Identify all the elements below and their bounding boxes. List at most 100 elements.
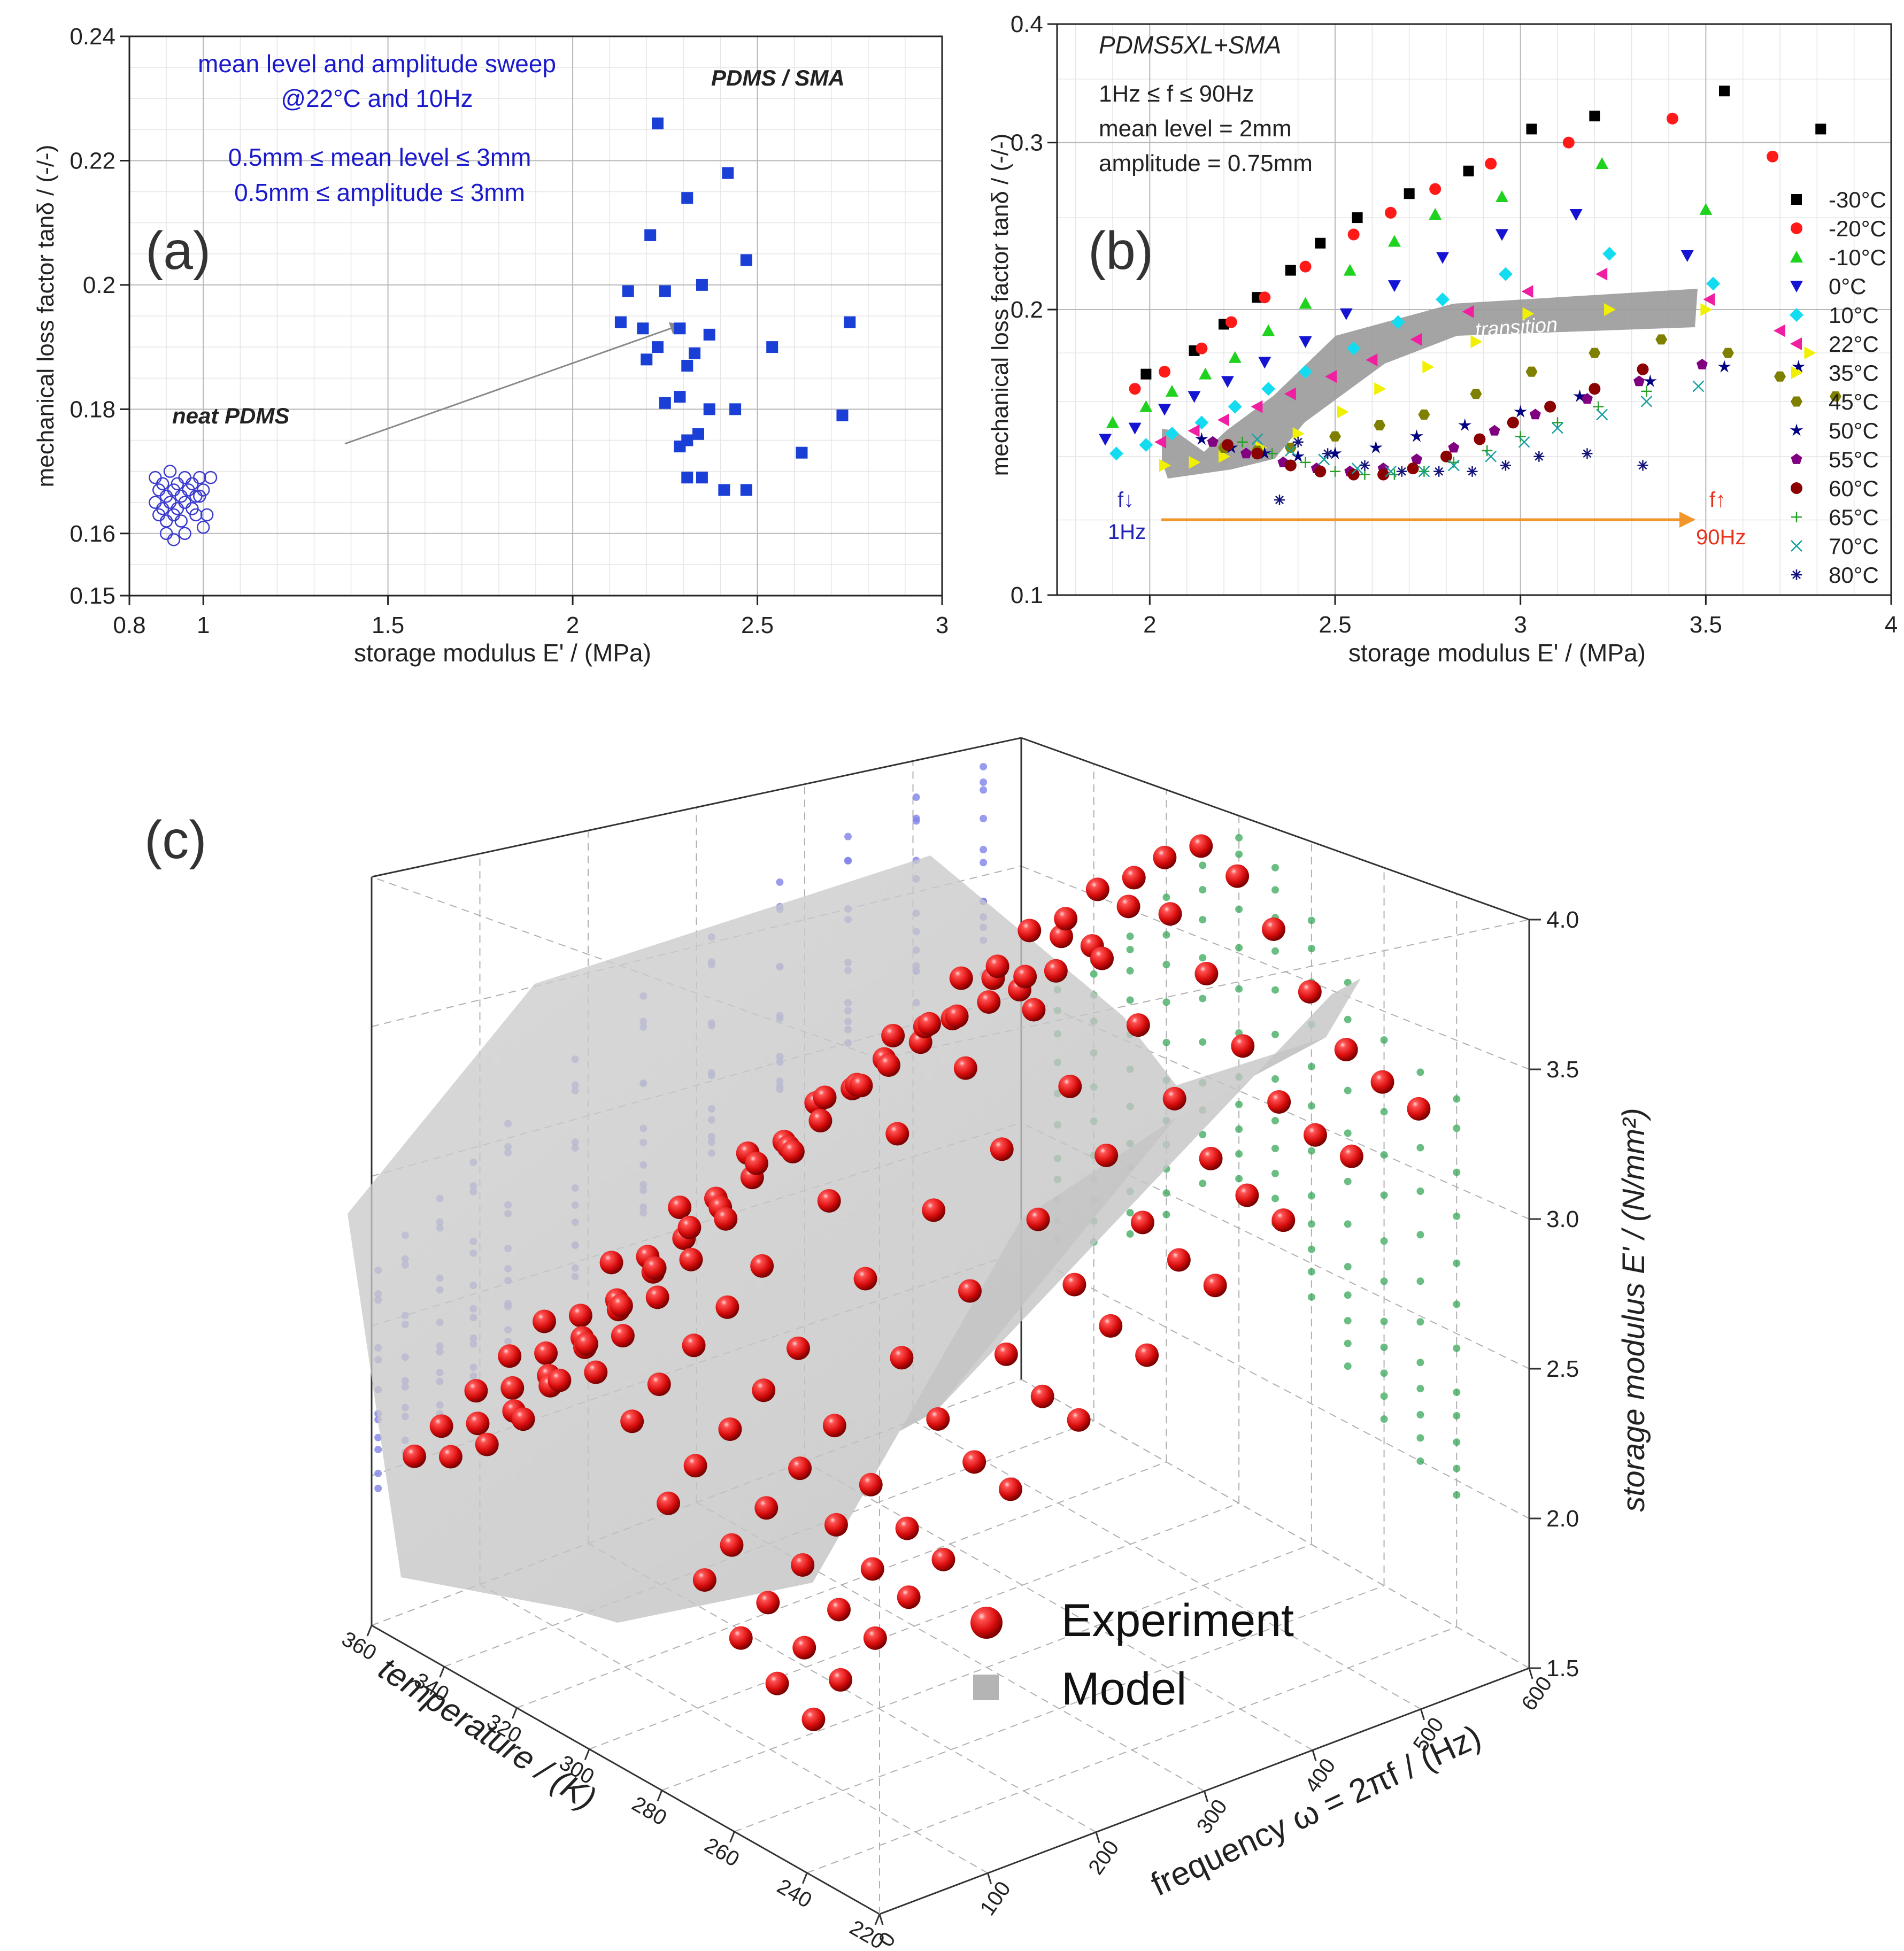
pdms-sma-point xyxy=(674,391,686,403)
panel-b-point xyxy=(1369,441,1383,453)
left-wall-projection-point xyxy=(1307,1293,1315,1301)
experiment-sphere xyxy=(998,1477,1022,1501)
experiment-sphere xyxy=(1194,962,1219,986)
panel-b-point xyxy=(1489,425,1500,436)
panel-b-point xyxy=(1347,228,1360,241)
panel-b-point xyxy=(1221,376,1234,388)
marker-stroke xyxy=(1275,495,1284,504)
panel-b-point xyxy=(1422,360,1435,374)
panel-b-point xyxy=(1291,449,1305,462)
panel-b-y-tick-labels: 0.1 0.2 0.3 0.4 xyxy=(1011,11,1043,608)
marker-stroke xyxy=(1397,467,1406,476)
experiment-sphere xyxy=(1130,1210,1154,1235)
marker-stroke xyxy=(1792,570,1801,579)
legend-symbol xyxy=(1791,194,1802,205)
panel-b-point xyxy=(1251,433,1263,445)
experiment-sphere xyxy=(657,1491,681,1515)
panel-b-transition-band xyxy=(1162,289,1698,479)
temperature-axis xyxy=(371,1624,880,1915)
x-tick-label: 0.8 xyxy=(113,612,145,638)
left-wall-projection-point xyxy=(1162,931,1170,939)
left-wall-projection-point xyxy=(1199,994,1207,1003)
panel-c-legend: Experiment Model xyxy=(970,1595,1294,1715)
modulus-tick-label: 3.0 xyxy=(1546,1206,1579,1232)
panel-b-point xyxy=(1815,124,1826,135)
left-wall-projection-point xyxy=(1307,1220,1315,1228)
y-tick-label: 0.4 xyxy=(1011,11,1043,37)
experiment-sphere xyxy=(1158,902,1182,926)
box-edge xyxy=(371,737,1022,878)
left-wall-projection-point xyxy=(1271,1117,1279,1124)
y-tick-label: 0.22 xyxy=(70,148,115,174)
panel-b-point xyxy=(1330,466,1340,477)
pdms-sma-point xyxy=(652,117,664,129)
panel-b-point xyxy=(1195,432,1208,445)
experiment-sphere xyxy=(744,1151,768,1175)
neat-pdms-point xyxy=(149,471,162,484)
left-wall-projection-point xyxy=(1271,1169,1279,1177)
experiment-sphere xyxy=(827,1598,851,1622)
panel-b-point xyxy=(1436,292,1450,306)
panel-b-point xyxy=(1139,400,1153,412)
panel-a-ticks xyxy=(120,35,943,605)
modulus-tick-label: 4.0 xyxy=(1546,907,1579,933)
panel-b-annotation-line-3: mean level = 2mm xyxy=(1099,115,1292,142)
panel-b-point xyxy=(1159,459,1171,472)
temperature-tick xyxy=(729,1831,735,1843)
y-tick-label: 0.2 xyxy=(1011,297,1043,323)
panel-b-point xyxy=(1703,292,1715,306)
pdms-sma-point xyxy=(796,446,808,459)
panel-b-point xyxy=(1299,336,1312,349)
panel-a: 0.8 1 1.5 2 2.5 3 0.15 0.16 0.18 0.2 0.22 0.24 sto… xyxy=(33,24,949,667)
left-wall-projection-point xyxy=(1380,1237,1388,1245)
panel-b-label: (b) xyxy=(1088,221,1153,281)
panel-b-point xyxy=(1722,348,1734,358)
panel-b-point xyxy=(1396,466,1407,477)
temperature-tick-label: 240 xyxy=(773,1875,816,1913)
left-wall-projection-point xyxy=(1416,1144,1424,1152)
panel-b-point xyxy=(1140,368,1152,380)
pdms-sma-point xyxy=(692,428,704,440)
panel-b-point xyxy=(1099,434,1112,446)
experiment-sphere xyxy=(817,1189,841,1213)
left-wall-projection-point xyxy=(1126,967,1134,975)
experiment-sphere xyxy=(720,1533,744,1557)
experiment-sphere xyxy=(1304,1123,1328,1147)
panel-b-point xyxy=(1515,431,1526,442)
experiment-sphere xyxy=(438,1445,462,1469)
experiment-sphere xyxy=(860,1557,884,1581)
panel-b-point xyxy=(1298,365,1313,379)
panel-b-point xyxy=(1284,442,1297,453)
legend-experiment-label: Experiment xyxy=(1061,1595,1294,1646)
neat-pdms-point xyxy=(167,533,181,546)
pdms-sma-point xyxy=(703,403,715,415)
experiment-sphere xyxy=(754,1496,778,1520)
left-wall-projection-point xyxy=(1344,1015,1352,1023)
panel-b-point xyxy=(1637,460,1648,471)
panel-b-point xyxy=(1529,408,1541,420)
experiment-sphere xyxy=(750,1254,774,1278)
panel-b-point xyxy=(1300,457,1311,468)
panel-b-point xyxy=(1165,426,1179,441)
panel-b-point xyxy=(1804,346,1816,360)
panel-b-point xyxy=(1418,409,1430,420)
experiment-sphere xyxy=(822,1414,846,1438)
panel-b-point xyxy=(1237,436,1248,448)
panel-b-point xyxy=(1525,366,1538,377)
experiment-sphere xyxy=(1334,1038,1358,1062)
y-tick-label: 0.3 xyxy=(1011,130,1043,156)
temperature-tick-label: 360 xyxy=(338,1627,381,1665)
experiment-sphere xyxy=(668,1196,692,1220)
panel-b-point xyxy=(1284,444,1297,457)
x-tick-label: 2.5 xyxy=(1319,612,1351,638)
left-wall-projection-point xyxy=(1235,1150,1243,1158)
panel-b-point xyxy=(1240,448,1252,459)
panel-b-point xyxy=(1507,417,1519,429)
pdms-sma-point xyxy=(622,285,634,297)
pdms-sma-point xyxy=(652,341,664,353)
y-tick-label: 0.16 xyxy=(70,521,115,547)
marker-stroke xyxy=(1552,422,1563,434)
panel-b-point xyxy=(1544,400,1556,413)
left-wall-projection-point xyxy=(1199,886,1207,894)
panel-b-point xyxy=(1258,357,1271,369)
